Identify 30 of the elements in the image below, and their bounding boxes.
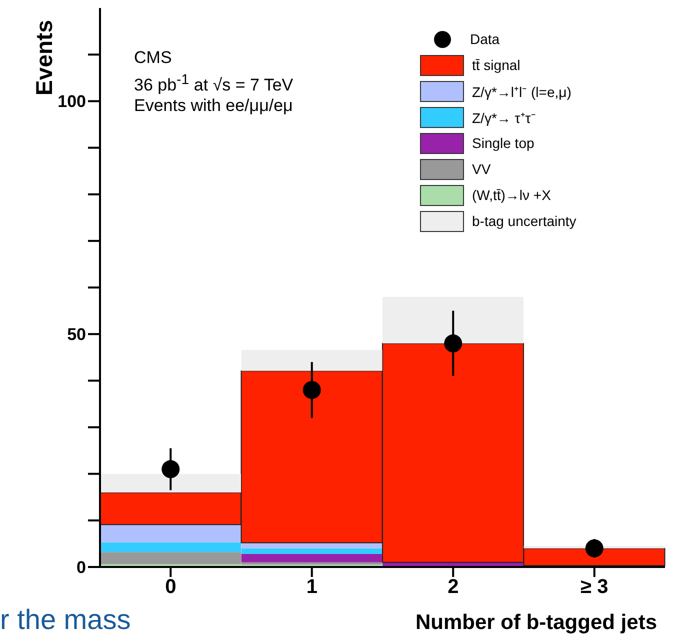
x-tick-label: ≥ 3 [580,576,608,598]
bar [241,554,382,562]
legend-label: VV [472,161,491,177]
bar [382,296,524,344]
annotation: Events with ee/μμ/eμ [134,96,293,116]
point [585,539,604,558]
bar [241,350,382,371]
legend-label: b-tag uncertainty [472,213,576,229]
text: r the mass [0,604,131,636]
legend-label: (W,tt̄)→lν +X [472,187,551,203]
annotation: CMS [134,48,172,68]
legend-label: Z/γ*→l⁺l⁻ (l=e,μ) [472,82,572,100]
y-axis-title: Events [31,20,57,96]
point [302,380,321,399]
bar [100,524,241,542]
y-tick-label: 100 [58,92,86,112]
legend-label: Single top [472,135,534,151]
point [444,334,462,352]
bar [100,474,241,492]
x-tick-label: 2 [448,576,459,598]
x-axis-title: Number of b-tagged jets [415,611,657,634]
y-tick-label: 0 [76,558,86,578]
x-tick-label: 0 [165,576,176,598]
legend-label: tt̄ signal [472,57,520,73]
x-tick-label: 1 [306,576,318,598]
legend-label: Data [470,31,500,47]
legend-label: Z/γ*→ τ⁺τ⁻ [472,108,536,126]
point [162,460,180,478]
y-tick-label: 50 [67,325,86,344]
annotation: 36 pb$^{-1}$ at √s = 7 TeV [134,72,294,96]
